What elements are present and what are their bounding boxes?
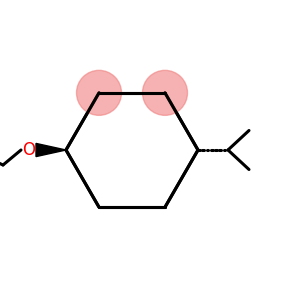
Circle shape <box>142 70 188 115</box>
Circle shape <box>76 70 122 115</box>
Text: O: O <box>22 141 35 159</box>
Polygon shape <box>36 143 66 157</box>
